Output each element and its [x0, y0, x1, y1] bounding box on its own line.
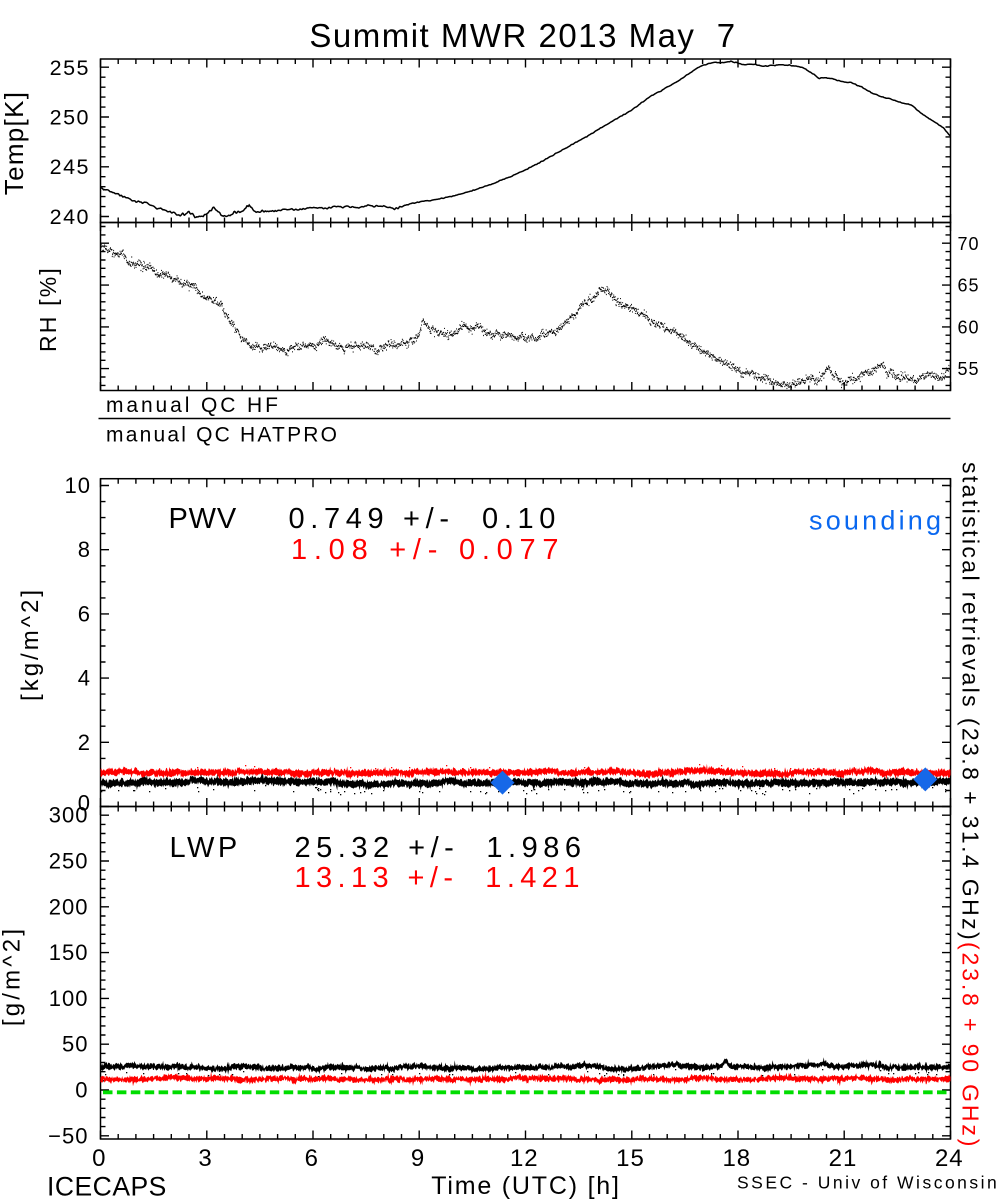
svg-text:0: 0	[75, 1078, 88, 1103]
svg-text:150: 150	[49, 940, 89, 965]
svg-text:Temp[K]: Temp[K]	[0, 91, 29, 195]
svg-text:2: 2	[78, 730, 91, 755]
svg-text:0: 0	[78, 791, 91, 816]
svg-text:255: 255	[50, 56, 90, 80]
svg-text:60: 60	[958, 317, 980, 337]
svg-text:12: 12	[510, 1145, 539, 1172]
svg-text:PWV: PWV	[169, 503, 237, 535]
svg-text:15: 15	[616, 1145, 645, 1172]
svg-text:LWP: LWP	[170, 832, 241, 864]
svg-text:250: 250	[50, 106, 90, 130]
svg-text:0.749 +/- 0.10: 0.749 +/- 0.10	[289, 503, 562, 535]
svg-text:manual QC HF: manual QC HF	[106, 394, 281, 417]
svg-text:−50: −50	[48, 1123, 88, 1148]
svg-text:0: 0	[92, 1145, 106, 1172]
svg-text:statistical retrievals (23.8 +: statistical retrievals (23.8 + 31.4 GHz)	[957, 462, 983, 942]
svg-text:1.08 +/- 0.077: 1.08 +/- 0.077	[291, 534, 565, 566]
svg-text:(23.8 + 90 GHz): (23.8 + 90 GHz)	[957, 942, 983, 1149]
svg-text:8: 8	[78, 537, 91, 562]
svg-text:18: 18	[722, 1145, 751, 1172]
svg-text:70: 70	[958, 234, 980, 254]
svg-text:24: 24	[935, 1145, 964, 1172]
svg-text:[kg/m^2]: [kg/m^2]	[17, 587, 44, 701]
svg-text:6: 6	[78, 601, 91, 626]
svg-text:RH [%]: RH [%]	[35, 266, 61, 352]
svg-text:100: 100	[49, 986, 89, 1011]
svg-text:240: 240	[50, 205, 90, 229]
svg-text:9: 9	[411, 1145, 425, 1172]
svg-text:sounding: sounding	[809, 506, 944, 536]
svg-text:200: 200	[49, 894, 89, 919]
svg-text:Summit MWR 2013 May 7: Summit MWR 2013 May 7	[309, 17, 736, 54]
svg-text:300: 300	[49, 803, 89, 828]
svg-text:4: 4	[78, 666, 91, 691]
svg-text:50: 50	[62, 1032, 88, 1057]
svg-text:21: 21	[829, 1145, 858, 1172]
svg-text:Time (UTC) [h]: Time (UTC) [h]	[431, 1172, 621, 1200]
svg-text:13.13 +/- 1.421: 13.13 +/- 1.421	[295, 862, 585, 894]
svg-text:65: 65	[958, 276, 980, 296]
svg-text:250: 250	[49, 849, 89, 874]
svg-text:55: 55	[958, 359, 980, 379]
svg-text:ICECAPS: ICECAPS	[47, 1172, 167, 1200]
svg-text:6: 6	[305, 1145, 319, 1172]
svg-text:10: 10	[65, 473, 91, 498]
svg-text:[g/m^2]: [g/m^2]	[0, 926, 26, 1026]
svg-text:manual QC HATPRO: manual QC HATPRO	[106, 424, 339, 447]
svg-text:25.32 +/- 1.986: 25.32 +/- 1.986	[295, 832, 587, 864]
svg-text:SSEC - Univ of Wisconsin: SSEC - Univ of Wisconsin	[737, 1173, 999, 1193]
svg-text:245: 245	[50, 155, 90, 179]
svg-text:3: 3	[198, 1145, 212, 1172]
